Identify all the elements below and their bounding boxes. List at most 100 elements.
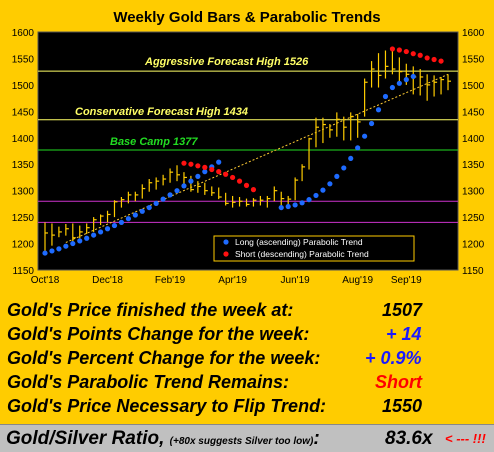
y-tick-label-left: 1350 — [12, 160, 35, 171]
x-tick-label: Oct'18 — [31, 275, 60, 286]
long-trend-point — [313, 192, 319, 199]
stat-row-percent-change: Gold's Percent Change for the week: + 0.… — [0, 346, 494, 370]
long-trend-point — [382, 93, 389, 100]
y-tick-label-left: 1500 — [12, 81, 35, 92]
stat-value-flip-price: 1550 — [382, 396, 423, 416]
long-trend-point — [139, 208, 145, 214]
stat-value-points-change: + 14 — [386, 324, 422, 344]
short-trend-point — [181, 160, 187, 166]
long-trend-point — [188, 178, 194, 184]
chart-title: Weekly Gold Bars & Parabolic Trends — [113, 9, 380, 26]
y-tick-label-left: 1550 — [12, 54, 35, 65]
short-trend-point — [417, 52, 423, 58]
reference-line-label: Conservative Forecast High 1434 — [75, 106, 248, 118]
stat-row-price: Gold's Price finished the week at: 1507 — [0, 298, 494, 322]
y-tick-label-right: 1250 — [462, 213, 485, 224]
long-trend-point — [375, 107, 382, 113]
short-trend-point — [431, 56, 437, 63]
x-tick-label: Feb'19 — [155, 275, 186, 286]
y-tick-label-right: 1350 — [462, 160, 485, 171]
y-tick-label-left: 1200 — [12, 240, 35, 251]
long-trend-point — [348, 155, 354, 162]
long-trend-point — [216, 159, 222, 165]
x-tick-label: Dec'18 — [92, 275, 123, 286]
long-trend-point — [146, 204, 152, 211]
y-tick-label-left: 1250 — [12, 213, 35, 224]
ratio-note: (+80x suggests Silver too low) — [169, 436, 314, 447]
ratio-label: Gold/Silver Ratio, — [6, 428, 165, 449]
short-trend-point — [410, 51, 416, 57]
stat-value-trend: Short — [375, 372, 422, 392]
long-trend-point — [97, 229, 104, 235]
long-trend-point — [56, 246, 62, 252]
legend-box — [213, 235, 415, 262]
gold-silver-ratio-bar: Gold/Silver Ratio, (+80x suggests Silver… — [0, 424, 494, 452]
y-tick-label-left: 1400 — [12, 134, 35, 145]
long-trend-point — [285, 203, 291, 210]
long-trend-point — [70, 240, 76, 247]
y-tick-label-right: 1450 — [462, 107, 485, 118]
stat-label-points-change: Gold's Points Change for the week: — [7, 324, 310, 344]
long-trend-point — [91, 232, 97, 238]
long-trend-point — [292, 202, 298, 208]
short-trend-point — [438, 58, 444, 64]
short-trend-point — [250, 187, 257, 193]
reference-line-label: Aggressive Forecast High 1526 — [144, 56, 309, 68]
y-tick-label-left: 1150 — [12, 266, 34, 277]
stat-row-flip-price: Gold's Price Necessary to Flip Trend: 15… — [0, 394, 494, 418]
y-tick-label-right: 1500 — [462, 81, 485, 92]
legend-long-label: Long (ascending) Parabolic Trend — [235, 237, 363, 247]
long-trend-point — [42, 250, 48, 256]
long-trend-point — [195, 173, 201, 179]
long-trend-point — [63, 243, 69, 249]
short-trend-point — [230, 174, 236, 181]
long-trend-point — [320, 187, 326, 193]
ratio-label-group: Gold/Silver Ratio, (+80x suggests Silver… — [6, 428, 320, 450]
short-trend-point — [389, 46, 396, 52]
long-trend-point — [341, 165, 347, 171]
long-trend-point — [77, 238, 83, 244]
ratio-colon: : — [313, 428, 320, 449]
short-trend-point — [195, 163, 201, 169]
y-tick-label-right: 1200 — [462, 240, 485, 251]
long-trend-point — [125, 216, 131, 222]
long-trend-point — [334, 173, 340, 179]
long-trend-point — [327, 181, 333, 187]
short-trend-point — [403, 48, 409, 55]
legend-short-label: Short (descending) Parabolic Trend — [235, 249, 369, 259]
y-tick-label-right: 1400 — [462, 134, 485, 145]
long-trend-point — [355, 145, 361, 151]
long-trend-point — [49, 248, 55, 254]
gold-chart: Weekly Gold Bars & Parabolic Trends Aggr… — [12, 9, 485, 286]
long-trend-point — [111, 222, 118, 229]
long-trend-point — [410, 73, 416, 80]
stat-label-price: Gold's Price finished the week at: — [7, 300, 294, 320]
short-trend-point — [188, 161, 194, 167]
y-tick-label-left: 1300 — [12, 187, 35, 198]
long-trend-point — [396, 80, 402, 86]
long-trend-point — [167, 192, 173, 198]
short-trend-point — [223, 171, 229, 177]
short-trend-point — [243, 182, 250, 188]
stat-label-flip-price: Gold's Price Necessary to Flip Trend: — [7, 396, 327, 416]
stat-row-trend: Gold's Parabolic Trend Remains: Short — [0, 370, 494, 394]
long-trend-point — [306, 197, 312, 203]
x-tick-label: Sep'19 — [391, 275, 422, 286]
y-tick-label-right: 1550 — [462, 54, 485, 65]
x-tick-label: Aug'19 — [342, 275, 373, 286]
short-trend-point — [396, 47, 402, 53]
short-trend-point — [424, 55, 430, 61]
stat-label-trend: Gold's Parabolic Trend Remains: — [7, 372, 290, 392]
y-tick-label-left: 1600 — [12, 28, 35, 39]
ratio-arrow: < --- !!! — [445, 431, 486, 446]
stat-label-percent-change: Gold's Percent Change for the week: — [7, 348, 321, 368]
long-trend-point — [132, 212, 138, 218]
stat-row-points-change: Gold's Points Change for the week: + 14 — [0, 322, 494, 346]
long-trend-point — [299, 200, 305, 206]
x-tick-label: Jun'19 — [281, 275, 311, 286]
long-trend-point — [389, 84, 396, 91]
long-trend-point — [153, 200, 159, 206]
long-trend-point — [84, 235, 90, 241]
short-trend-point — [202, 164, 208, 170]
